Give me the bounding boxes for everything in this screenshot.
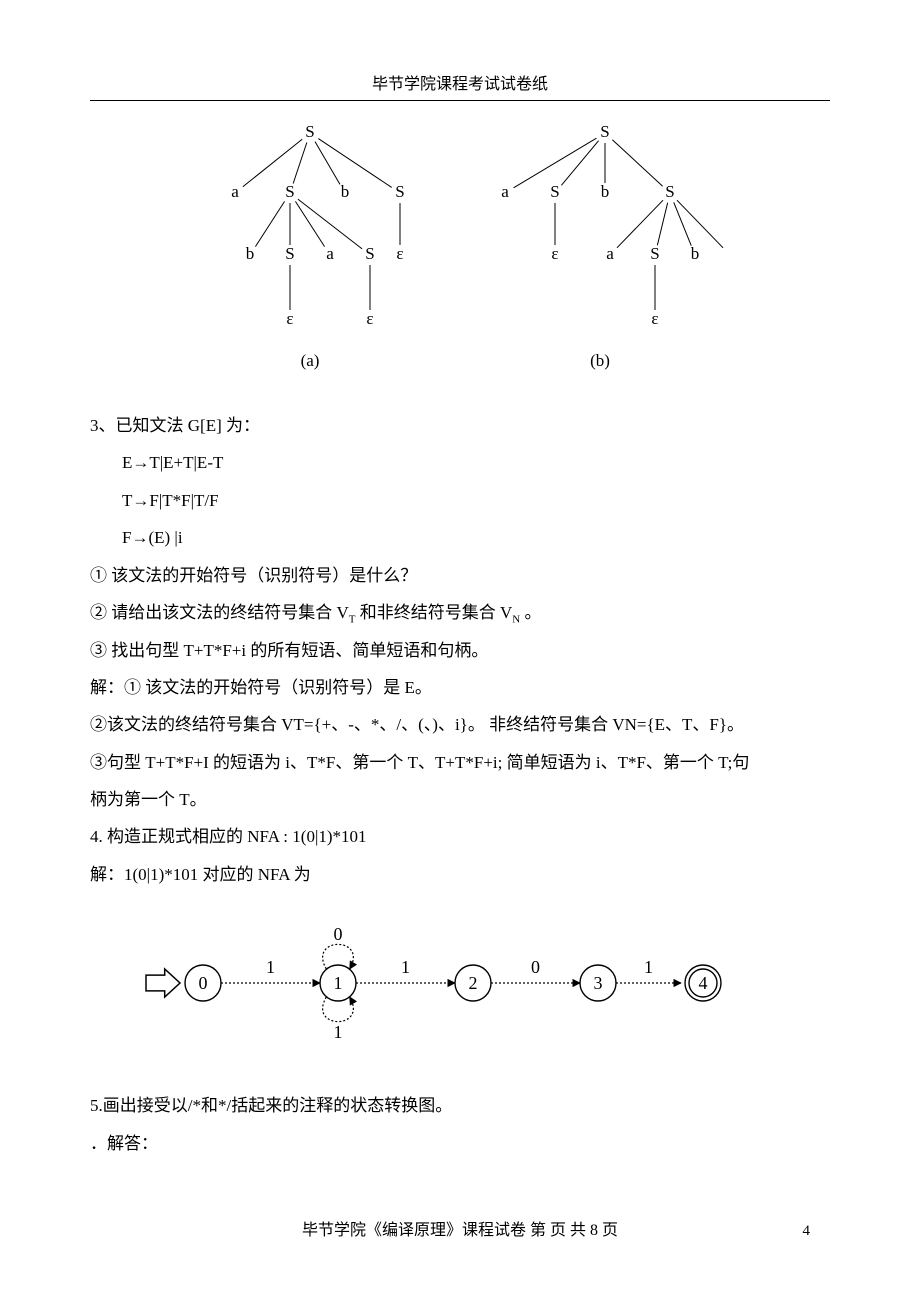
- svg-text:ε: ε: [366, 309, 373, 328]
- tree-b: SaSbSεaSbSεε (b): [475, 115, 725, 371]
- q3-ans-2: ②该文法的终结符号集合 VT={+、-、*、/、(、)、i}。 非终结符号集合 …: [90, 706, 830, 743]
- svg-text:S: S: [600, 122, 609, 141]
- tree-a-caption: (a): [301, 351, 320, 371]
- nfa-diagram: 1 1 0 1 0 1 0 1 2 3 4: [108, 903, 728, 1063]
- q5-ans: ．解答：: [90, 1125, 830, 1162]
- svg-text:ε: ε: [551, 244, 558, 263]
- page-header: 毕节学院课程考试试卷纸: [90, 70, 830, 94]
- q3-ans-3a: ③句型 T+T*F+I 的短语为 i、T*F、第一个 T、T+T*F+i; 简单…: [90, 744, 830, 781]
- q5-heading: 5.画出接受以/*和*/括起来的注释的状态转换图。: [90, 1087, 830, 1124]
- svg-text:S: S: [550, 182, 559, 201]
- svg-text:b: b: [341, 182, 350, 201]
- svg-text:ε: ε: [396, 244, 403, 263]
- svg-text:a: a: [231, 182, 239, 201]
- svg-text:ε: ε: [286, 309, 293, 328]
- q3-ans-3b: 柄为第一个 T。: [90, 781, 830, 818]
- q3-item2-prefix: ② 请给出该文法的终结符号集合 V: [90, 603, 349, 622]
- q3-item-3: ③ 找出句型 T+T*F+i 的所有短语、简单短语和句柄。: [90, 632, 830, 669]
- q3-item-1: ① 该文法的开始符号（识别符号）是什么？: [90, 557, 830, 594]
- svg-text:ε: ε: [651, 309, 658, 328]
- svg-text:1: 1: [401, 957, 410, 977]
- q3-rule-1: E→T|E+T|E-T: [90, 444, 830, 481]
- svg-text:b: b: [691, 244, 700, 263]
- svg-text:2: 2: [469, 973, 478, 993]
- svg-text:1: 1: [334, 1022, 343, 1042]
- svg-text:0: 0: [531, 957, 540, 977]
- svg-text:1: 1: [266, 957, 275, 977]
- tree-b-caption: (b): [590, 351, 610, 371]
- svg-text:4: 4: [699, 973, 708, 993]
- tree-a-svg: Sa Sb Sb Sa Sε ε ε: [195, 115, 425, 345]
- q3-item2-sub1: T: [349, 613, 356, 625]
- q3-item2-suffix: 。: [520, 603, 541, 622]
- svg-text:S: S: [305, 122, 314, 141]
- page-footer: 毕节学院《编译原理》课程试卷 第 页 共 8 页: [0, 1216, 920, 1240]
- page: 毕节学院课程考试试卷纸 Sa Sb Sb Sa Sε ε ε (a) Sa Sb Sε a Sb Sε…: [0, 0, 920, 1300]
- svg-text:S: S: [395, 182, 404, 201]
- svg-text:a: a: [326, 244, 334, 263]
- svg-text:S: S: [650, 244, 659, 263]
- svg-text:S: S: [285, 182, 294, 201]
- svg-text:3: 3: [594, 973, 603, 993]
- header-rule: [90, 100, 830, 101]
- q3-rule-2: T→F|T*F|T/F: [90, 482, 830, 519]
- nfa-diagram-wrap: 1 1 0 1 0 1 0 1 2 3 4: [90, 903, 830, 1063]
- page-number: 4: [803, 1223, 811, 1240]
- svg-text:b: b: [601, 182, 610, 201]
- tree-b-svg: SaSbSεaSbSεε: [475, 115, 725, 345]
- q3-ans-1: 解：① 该文法的开始符号（识别符号）是 E。: [90, 669, 830, 706]
- tree-a: Sa Sb Sb Sa Sε ε ε (a): [195, 115, 425, 371]
- svg-text:S: S: [365, 244, 374, 263]
- q3-heading: 3、已知文法 G[E] 为：: [90, 407, 830, 444]
- svg-text:0: 0: [199, 973, 208, 993]
- svg-text:S: S: [665, 182, 674, 201]
- svg-text:a: a: [606, 244, 614, 263]
- parse-trees: Sa Sb Sb Sa Sε ε ε (a) Sa Sb Sε a Sb Sε ε (b): [90, 115, 830, 371]
- svg-text:0: 0: [334, 924, 343, 944]
- svg-text:a: a: [501, 182, 509, 201]
- q3-item-2: ② 请给出该文法的终结符号集合 VT 和非终结符号集合 VN 。: [90, 594, 830, 632]
- q4-ans: 解：1(0|1)*101 对应的 NFA 为: [90, 856, 830, 893]
- q3-rule-3: F→(E) |i: [90, 519, 830, 556]
- q4-heading: 4. 构造正规式相应的 NFA : 1(0|1)*101: [90, 818, 830, 855]
- svg-text:1: 1: [334, 973, 343, 993]
- svg-text:b: b: [246, 244, 255, 263]
- q3-item2-mid: 和非终结符号集合 V: [356, 603, 513, 622]
- svg-text:1: 1: [644, 957, 653, 977]
- svg-text:S: S: [285, 244, 294, 263]
